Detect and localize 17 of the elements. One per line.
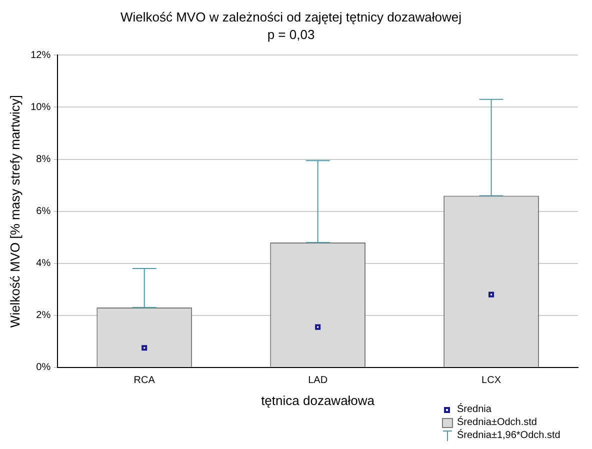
y-tick-label: 2% [36, 310, 51, 322]
y-tick-label: 8% [36, 154, 51, 166]
x-tick-label: RCA [134, 375, 156, 386]
text: Średnia±1,96*Odch.std [456, 429, 560, 442]
chart-title: Wielkość MVO w zależności od zajętej tętnicy dozawałowej [120, 9, 462, 24]
chart-subtitle: p = 0,03 [267, 26, 315, 42]
legend-label: Średnia [456, 403, 492, 416]
legend-label: Średnia±Odch.std [456, 416, 538, 429]
y-tick-label: 0% [36, 362, 51, 374]
x-tick-label: LCX [482, 375, 502, 386]
y-tick-label: 4% [36, 258, 51, 270]
y-tick-label: 6% [36, 206, 51, 218]
y-tick-label: 12% [30, 50, 51, 61]
x-tick-label: LAD [308, 375, 328, 386]
x-axis-title: tętnica dozawałowa [261, 392, 376, 408]
y-tick-label: 10% [30, 102, 51, 113]
y-axis-title: Wielkość MVO [% masy strefy martwicy] [7, 95, 22, 328]
